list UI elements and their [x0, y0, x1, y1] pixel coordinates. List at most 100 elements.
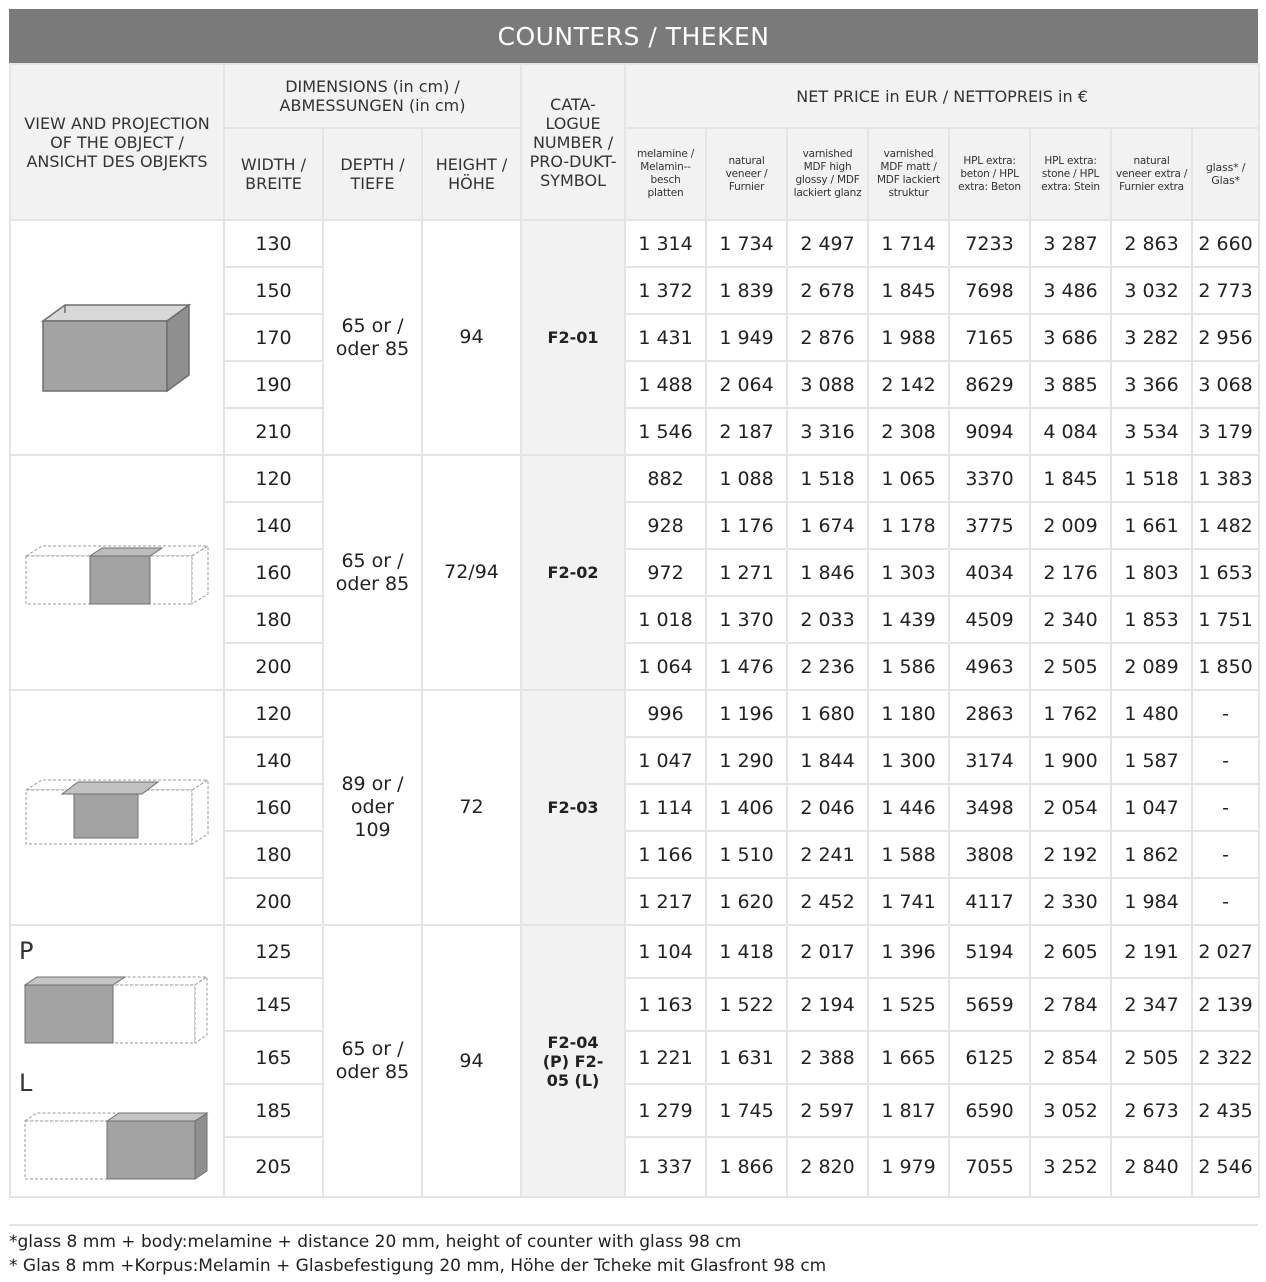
finish-label: HPL extra: beton / HPL extra: Beton — [958, 154, 1021, 193]
counter-f2-04-icon — [23, 976, 209, 1044]
label-l: L — [19, 1069, 33, 1097]
price-cell: 2 876 — [786, 313, 870, 362]
price-cell: 1 546 — [624, 407, 708, 456]
table-row: 200 1 064 1 476 2 236 1 586 4963 2 505 2 089 1 8… — [10, 642, 1261, 691]
table-row: P L 125 65 or / oder 85 94 F2-04 (P) F2-05 (L… — [9, 924, 1261, 1198]
header-finish-veneer: natural veneer / Furnier — [705, 127, 789, 221]
depth-cell: 65 or / oder 85 — [322, 924, 423, 1198]
price-cell: 1 734 — [705, 219, 789, 268]
price-cell: 2 597 — [786, 1083, 870, 1138]
price-cell: 1 850 — [1191, 642, 1261, 691]
price-cell: 1 510 — [705, 830, 789, 879]
price-cell: 1 370 — [705, 595, 789, 644]
price-cell: 1 488 — [624, 360, 708, 409]
catalogue-value: F2-04 (P) F2-05 (L) — [542, 1032, 604, 1090]
price-cell: 3174 — [948, 736, 1032, 785]
table-row: 120 65 or / oder 85 72/94 F2-02 882 1 088 1 51… — [9, 454, 1261, 691]
price-cell: 1 866 — [705, 1136, 789, 1198]
table-row: 140 928 1 176 1 674 1 178 3775 2 009 1 661 1 482 — [10, 501, 1261, 550]
finish-label: HPL extra: stone / HPL extra: Stein — [1041, 154, 1100, 193]
price-cell: 2 840 — [1110, 1136, 1194, 1198]
price-cell: 2 142 — [867, 360, 951, 409]
price-cell: 972 — [624, 548, 708, 597]
price-cell: 1 088 — [705, 454, 789, 503]
price-cell: 2 192 — [1029, 830, 1113, 879]
price-cell: 1 949 — [705, 313, 789, 362]
price-cell: 996 — [624, 689, 708, 738]
depth-cell: 89 or / oder 109 — [322, 689, 423, 926]
table-row: 150 1 372 1 839 2 678 1 845 7698 3 486 3 032 2 7… — [10, 266, 1261, 315]
price-cell: 1 674 — [786, 501, 870, 550]
price-cell: 2 505 — [1110, 1030, 1194, 1085]
price-cell: 2 388 — [786, 1030, 870, 1085]
price-cell: 2 956 — [1191, 313, 1261, 362]
finish-label: varnished MDF high glossy / MDF lackiert… — [793, 148, 862, 199]
price-cell: 1 803 — [1110, 548, 1194, 597]
price-cell: 1 862 — [1110, 830, 1194, 879]
price-cell: 3 287 — [1029, 219, 1113, 268]
price-cell: 7698 — [948, 266, 1032, 315]
counter-f2-03-icon — [24, 778, 210, 845]
width-cell: 160 — [223, 548, 324, 597]
header-height: HEIGHT / HÖHE — [420, 127, 523, 221]
price-cell: 1 482 — [1191, 501, 1261, 550]
table-row: 200 1 217 1 620 2 452 1 741 4117 2 330 1 984- — [10, 877, 1261, 926]
header-finish-melamine: melamine / Melamin--besch platten — [624, 127, 708, 221]
label-p: P — [19, 937, 34, 965]
price-cell: 1 839 — [705, 266, 789, 315]
width-cell: 160 — [223, 783, 324, 832]
price-cell: 2 033 — [786, 595, 870, 644]
price-cell: 2 340 — [1029, 595, 1113, 644]
table-row: 130 65 or / oder 85 94 F2-01 1 314 1 734 2 497… — [9, 219, 1261, 456]
header-dimensions-label: DIMENSIONS (in cm) / ABMESSUNGEN (in cm) — [279, 77, 466, 115]
catalogue-number: F2-02 — [520, 454, 627, 691]
catalogue-number: F2-03 — [520, 689, 627, 926]
price-cell: 1 817 — [867, 1083, 951, 1138]
price-cell: 2 046 — [786, 783, 870, 832]
price-cell: - — [1191, 689, 1261, 738]
counter-f2-02-icon — [24, 544, 210, 605]
price-cell: 2 678 — [786, 266, 870, 315]
price-cell: 3775 — [948, 501, 1032, 550]
price-cell: - — [1191, 877, 1261, 926]
price-cell: 1 047 — [1110, 783, 1194, 832]
price-cell: 2 089 — [1110, 642, 1194, 691]
table-row: 160 972 1 271 1 846 1 303 4034 2 176 1 803 1 653 — [10, 548, 1261, 597]
price-cell: 4963 — [948, 642, 1032, 691]
width-cell: 150 — [223, 266, 324, 315]
price-cell: 7165 — [948, 313, 1032, 362]
width-cell: 200 — [223, 877, 324, 926]
price-cell: 2 435 — [1191, 1083, 1261, 1138]
price-cell: 1 166 — [624, 830, 708, 879]
price-cell: 2 505 — [1029, 642, 1113, 691]
table-row: 180 1 018 1 370 2 033 1 439 4509 2 340 1 853 1 7… — [10, 595, 1261, 644]
catalogue-value: F2-01 — [547, 328, 599, 347]
table-row: 160 1 114 1 406 2 046 1 446 3498 2 054 1 047- — [10, 783, 1261, 832]
price-cell: 1 271 — [705, 548, 789, 597]
price-cell: 1 844 — [786, 736, 870, 785]
catalogue-value: F2-03 — [547, 798, 599, 817]
footnote-en: *glass 8 mm + body:melamine + distance 2… — [9, 1232, 742, 1252]
header-depth-label: DEPTH / TIEFE — [340, 155, 405, 193]
header-catalogue-label: CATA-LOGUE NUMBER / PRO-DUKT-SYMBOL — [529, 94, 617, 190]
price-sheet: COUNTERS / THEKEN VIEW AND PROJECTION OF… — [9, 9, 1261, 1276]
header-finish-mdf-glossy: varnished MDF high glossy / MDF lackiert… — [786, 127, 870, 221]
width-cell: 200 — [223, 642, 324, 691]
price-cell: - — [1191, 736, 1261, 785]
price-cell: 1 661 — [1110, 501, 1194, 550]
width-cell: 210 — [223, 407, 324, 456]
price-cell: 2 191 — [1110, 924, 1194, 979]
depth-cell: 65 or / oder 85 — [322, 219, 423, 456]
header-height-label: HEIGHT / HÖHE — [435, 155, 508, 193]
table-row: 180 1 166 1 510 2 241 1 588 3808 2 192 1 862- — [10, 830, 1261, 879]
price-cell: 1 518 — [786, 454, 870, 503]
width-cell: 140 — [223, 736, 324, 785]
price-cell: 3 316 — [786, 407, 870, 456]
table-row: 165 1 221 1 631 2 388 1 665 6125 2 854 2 505 2 3… — [10, 1030, 1261, 1085]
header-depth: DEPTH / TIEFE — [322, 127, 423, 221]
header-width-label: WIDTH / BREITE — [240, 155, 307, 193]
price-cell: 1 431 — [624, 313, 708, 362]
price-cell: 4 084 — [1029, 407, 1113, 456]
price-cell: 6125 — [948, 1030, 1032, 1085]
